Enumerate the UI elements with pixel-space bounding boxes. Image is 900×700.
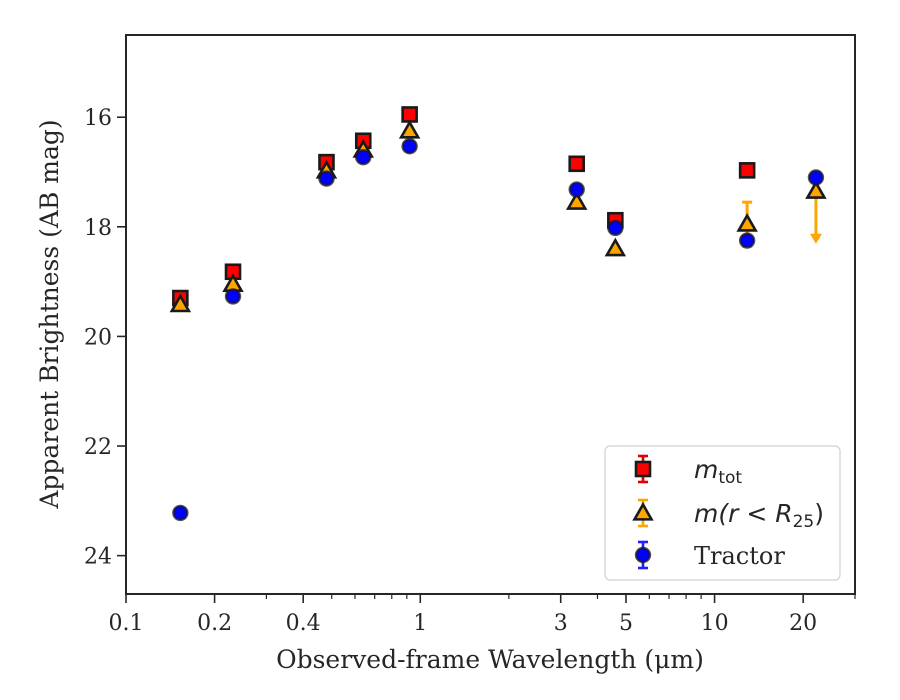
axis-ticks: 0.1 0.2 0.4 1 3 5 10 20 16 18 20 22 24 bbox=[84, 106, 856, 636]
x-tick-label: 0.1 bbox=[109, 611, 144, 636]
y-tick-label: 20 bbox=[84, 325, 112, 350]
data-point-triangle bbox=[398, 119, 421, 139]
y-tick-label: 16 bbox=[84, 106, 112, 131]
y-tick-label: 18 bbox=[84, 216, 112, 241]
data-point-triangle bbox=[604, 237, 627, 257]
upper-limit-arrowhead bbox=[809, 233, 822, 244]
y-tick-label: 22 bbox=[84, 435, 112, 460]
data-point-circle bbox=[355, 149, 372, 166]
data-point-triangle bbox=[736, 212, 758, 232]
data-point-square bbox=[401, 106, 418, 123]
series-tractor bbox=[172, 138, 825, 522]
series-mr25 bbox=[169, 119, 827, 313]
data-point-square bbox=[738, 162, 756, 179]
legend-label-mtot: mtot bbox=[694, 455, 742, 488]
x-tick-label: 5 bbox=[619, 611, 633, 636]
data-point-triangle bbox=[169, 293, 192, 313]
legend-marker-triangle bbox=[632, 501, 654, 521]
y-axis-label: Apparent Brightness (AB mag) bbox=[35, 119, 64, 509]
x-tick-label: 3 bbox=[554, 611, 568, 636]
data-point-circle bbox=[401, 138, 418, 155]
data-point-triangle bbox=[565, 191, 588, 210]
data-point-circle bbox=[607, 219, 624, 237]
legend-label-tractor: Tractor bbox=[694, 542, 785, 570]
legend-item-tractor: Tractor bbox=[634, 540, 785, 570]
x-tick-label: 20 bbox=[789, 611, 817, 636]
legend-marker-square bbox=[634, 460, 652, 478]
legend: mtot m(r < R25) Tractor bbox=[604, 445, 841, 581]
x-tick-label: 1 bbox=[413, 611, 427, 636]
data-point-circle bbox=[807, 169, 825, 186]
data-point-triangle bbox=[805, 180, 827, 199]
x-axis-label: Observed-frame Wavelength (μm) bbox=[276, 645, 704, 674]
data-point-circle bbox=[568, 181, 585, 198]
legend-item-mr25: m(r < R25) bbox=[632, 498, 824, 532]
legend-marker-circle bbox=[634, 546, 652, 564]
data-point-circle bbox=[172, 504, 189, 522]
x-tick-label: 0.4 bbox=[286, 611, 321, 636]
legend-label-mr25: m(r < R25) bbox=[694, 499, 824, 532]
data-point-circle bbox=[224, 288, 242, 305]
legend-box bbox=[604, 445, 841, 581]
y-tick-label: 24 bbox=[84, 545, 112, 570]
data-point-circle bbox=[738, 232, 756, 249]
data-points bbox=[169, 106, 827, 522]
legend-item-mtot: mtot bbox=[634, 454, 742, 488]
plot-frame bbox=[125, 34, 856, 595]
series-mtot bbox=[172, 106, 756, 307]
data-point-square bbox=[568, 155, 586, 173]
x-tick-label: 10 bbox=[701, 611, 729, 636]
x-tick-label: 0.2 bbox=[197, 611, 232, 636]
data-point-circle bbox=[318, 170, 335, 187]
